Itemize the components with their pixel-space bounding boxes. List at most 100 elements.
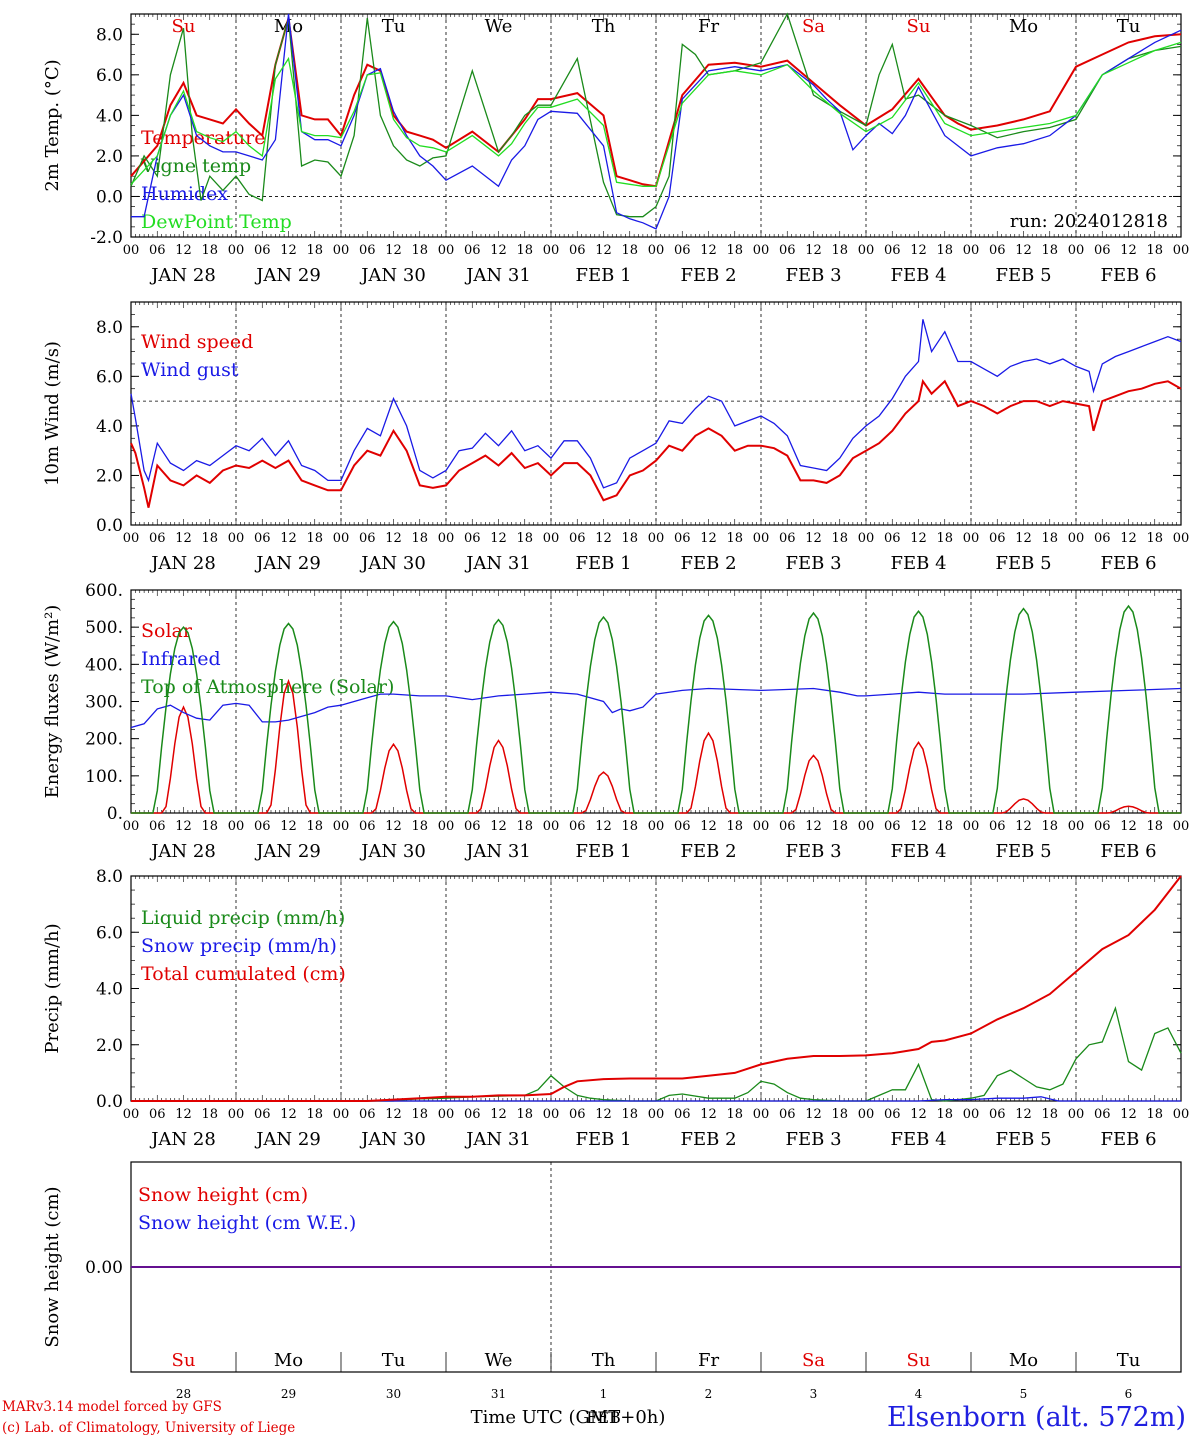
x-hour-label: 00 — [858, 531, 875, 546]
day-name-label: Tu — [382, 1350, 406, 1371]
day-number-label: 28 — [176, 1387, 191, 1401]
day-name-label: Mo — [1009, 16, 1038, 37]
x-hour-label: 00 — [228, 531, 245, 546]
x-date-label: FEB 2 — [680, 553, 736, 574]
x-hour-label: 00 — [1068, 819, 1085, 834]
day-name-label: Tu — [1117, 1350, 1141, 1371]
x-hour-label: 00 — [858, 1107, 875, 1122]
x-hour-label: 12 — [1015, 243, 1032, 258]
x-hour-label: 06 — [569, 531, 586, 546]
panel-4: 0.0 2.0 4.0 6.0 8.0 Precip (mm/h) 00 06 12 18 00 06… — [42, 867, 1189, 1150]
x-hour-label: 12 — [910, 531, 927, 546]
x-date-label: FEB 1 — [575, 1129, 631, 1150]
day-name-label: Su — [907, 16, 931, 37]
day-name-label: Su — [907, 1350, 931, 1371]
series-top-of-atmosphere-solar- — [131, 604, 1181, 814]
day-name-label: We — [485, 16, 513, 37]
x-date-label: FEB 5 — [995, 1129, 1051, 1150]
day-number-label: 6 — [1125, 1387, 1133, 1401]
x-hour-label: 06 — [1094, 531, 1111, 546]
x-date-label: FEB 5 — [995, 553, 1051, 574]
x-hour-label: 06 — [884, 243, 901, 258]
day-number-label: 5 — [1020, 1387, 1028, 1401]
x-date-label: FEB 4 — [890, 553, 946, 574]
day-name-label: Sa — [802, 16, 825, 37]
x-date-label: FEB 1 — [575, 841, 631, 862]
x-hour-label: 00 — [123, 1107, 140, 1122]
x-hour-label: 18 — [516, 243, 533, 258]
x-hour-label: 06 — [569, 1107, 586, 1122]
legend-entry: Vigne temp — [140, 155, 251, 177]
x-hour-label: 06 — [464, 1107, 481, 1122]
x-hour-label: 06 — [359, 243, 376, 258]
x-hour-label: 18 — [201, 819, 218, 834]
day-name-label: We — [485, 1350, 513, 1371]
y-tick-label: 600. — [85, 581, 123, 601]
x-hour-label: 12 — [1120, 819, 1137, 834]
x-hour-label: 12 — [595, 531, 612, 546]
x-hour-label: 18 — [411, 819, 428, 834]
x-hour-label: 06 — [779, 531, 796, 546]
x-hour-label: 06 — [884, 531, 901, 546]
x-hour-label: 18 — [936, 1107, 953, 1122]
y-tick-label: -2.0 — [90, 228, 123, 248]
x-hour-label: 00 — [648, 243, 665, 258]
x-date-label: JAN 28 — [149, 553, 216, 574]
x-hour-label: 18 — [411, 243, 428, 258]
x-date-label: FEB 6 — [1100, 841, 1156, 862]
x-hour-label: 12 — [175, 243, 192, 258]
x-hour-label: 00 — [333, 819, 350, 834]
x-hour-label: 06 — [359, 1107, 376, 1122]
x-hour-label: 00 — [1173, 819, 1190, 834]
y-tick-label: 2.0 — [96, 1036, 123, 1056]
x-date-label: FEB 1 — [575, 553, 631, 574]
x-date-label: JAN 31 — [464, 1129, 531, 1150]
x-hour-label: 00 — [438, 531, 455, 546]
y-axis-label: 2m Temp. (°C) — [42, 59, 63, 191]
x-hour-label: 18 — [306, 819, 323, 834]
x-hour-label: 00 — [543, 819, 560, 834]
x-hour-label: 12 — [805, 531, 822, 546]
x-hour-label: 06 — [569, 243, 586, 258]
x-hour-label: 00 — [123, 243, 140, 258]
panel-5: 0.00 Snow height (cm) Snow height (cm) Snow… — [42, 1161, 1182, 1428]
day-name-label: Mo — [1009, 1350, 1038, 1371]
day-name-label: Mo — [274, 16, 303, 37]
x-hour-label: 00 — [333, 243, 350, 258]
y-tick-label: 500. — [85, 618, 123, 638]
x-axis-label: Time UTC (GMT+0h) — [471, 1407, 666, 1428]
y-tick-label: 200. — [85, 730, 123, 750]
x-hour-label: 00 — [963, 1107, 980, 1122]
x-hour-label: 06 — [149, 819, 166, 834]
x-hour-label: 00 — [1173, 243, 1190, 258]
plot-frame — [130, 13, 1182, 238]
day-number-label: 31 — [491, 1387, 506, 1401]
x-hour-label: 18 — [516, 1107, 533, 1122]
x-hour-label: 18 — [1041, 1107, 1058, 1122]
x-hour-label: 00 — [228, 1107, 245, 1122]
x-hour-label: 12 — [280, 819, 297, 834]
x-hour-label: 12 — [1120, 1107, 1137, 1122]
x-hour-label: 12 — [490, 531, 507, 546]
x-hour-label: 12 — [700, 1107, 717, 1122]
x-hour-label: 12 — [280, 1107, 297, 1122]
legend-entry: Humidex — [141, 183, 228, 205]
day-name-label: Fr — [698, 16, 719, 37]
lab-credit: (c) Lab. of Climatology, University of L… — [2, 1420, 296, 1436]
x-hour-label: 00 — [858, 819, 875, 834]
legend-entry: Wind gust — [141, 359, 239, 381]
x-date-label: FEB 2 — [680, 1129, 736, 1150]
x-hour-label: 18 — [726, 243, 743, 258]
x-hour-label: 18 — [621, 819, 638, 834]
x-hour-label: 12 — [490, 819, 507, 834]
x-date-label: FEB 5 — [995, 841, 1051, 862]
legend-entry: Liquid precip (mm/h) — [141, 907, 345, 929]
series-total-cumulated-cm- — [131, 875, 1182, 1102]
x-hour-label: 06 — [1094, 819, 1111, 834]
x-date-label: JAN 31 — [464, 841, 531, 862]
x-date-label: JAN 31 — [464, 553, 531, 574]
day-name-label: Tu — [382, 16, 406, 37]
x-hour-label: 06 — [254, 1107, 271, 1122]
x-hour-label: 06 — [779, 1107, 796, 1122]
